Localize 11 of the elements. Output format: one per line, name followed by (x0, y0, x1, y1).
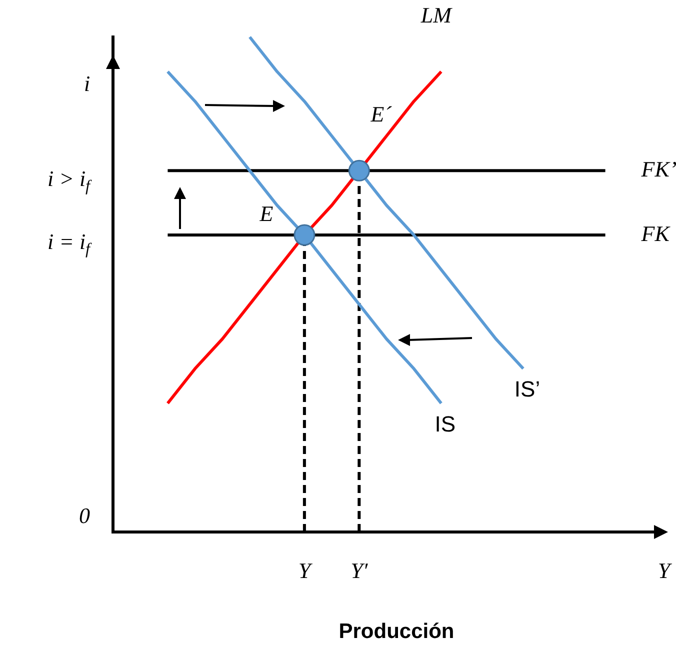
series-label: IS (434, 411, 456, 436)
series-label: FK’ (640, 156, 676, 182)
x-tick-label: Y′ (350, 558, 369, 583)
series-label: IS’ (514, 376, 540, 402)
text: LM (420, 2, 454, 28)
annotation: E (258, 200, 274, 226)
y-axis-title: i (84, 70, 90, 96)
text: Producción (338, 620, 454, 643)
annotation: E´ (370, 101, 392, 126)
text: 0 (79, 502, 90, 528)
series-label: FK (640, 220, 671, 246)
